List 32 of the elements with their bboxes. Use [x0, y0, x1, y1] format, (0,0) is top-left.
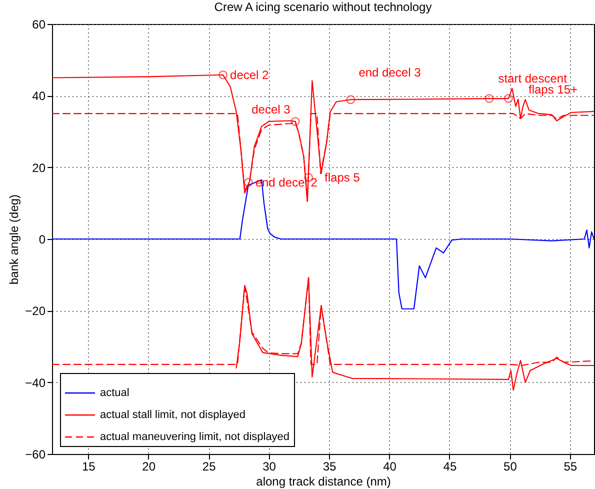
x-tick-label: 25	[202, 460, 216, 474]
y-tick-label: −20	[25, 304, 46, 318]
annotation: flaps 5	[324, 170, 360, 184]
y-tick-label: −40	[25, 376, 46, 390]
point	[504, 94, 513, 103]
y-axis-title: bank angle (deg)	[7, 194, 22, 285]
point	[346, 95, 356, 104]
point	[484, 94, 494, 103]
legend-label: actual stall limit, not displayed	[100, 409, 246, 421]
point	[218, 70, 228, 80]
x-tick-label: 55	[564, 460, 578, 474]
annotation: decel 3	[252, 102, 291, 116]
y-tick-label: −60	[25, 448, 46, 462]
x-tick-label: 35	[322, 460, 337, 474]
x-tick-label: 20	[142, 460, 156, 474]
legend-label: actual	[100, 387, 130, 399]
point	[244, 178, 253, 187]
annotation: decel 2	[230, 68, 270, 82]
point	[290, 117, 300, 126]
x-tick-label: 40	[383, 460, 397, 474]
y-tick-label: 60	[32, 18, 46, 32]
y-tick-label: 0	[38, 232, 46, 246]
x-tick-label: 50	[504, 460, 518, 474]
x-tick-label: 30	[262, 460, 276, 474]
y-tick-label: 40	[32, 89, 46, 104]
legend-label: actual maneuvering limit, not displayed	[100, 431, 290, 443]
annotation: end decel 3	[358, 66, 422, 80]
y-tick-label: 20	[32, 160, 46, 175]
x-tick-label: 45	[443, 460, 457, 474]
chart-title: Crew A icing scenario without technology	[214, 0, 432, 14]
x-tick-label: 15	[82, 460, 96, 474]
x-axis-title: along track distance (nm)	[256, 474, 391, 488]
